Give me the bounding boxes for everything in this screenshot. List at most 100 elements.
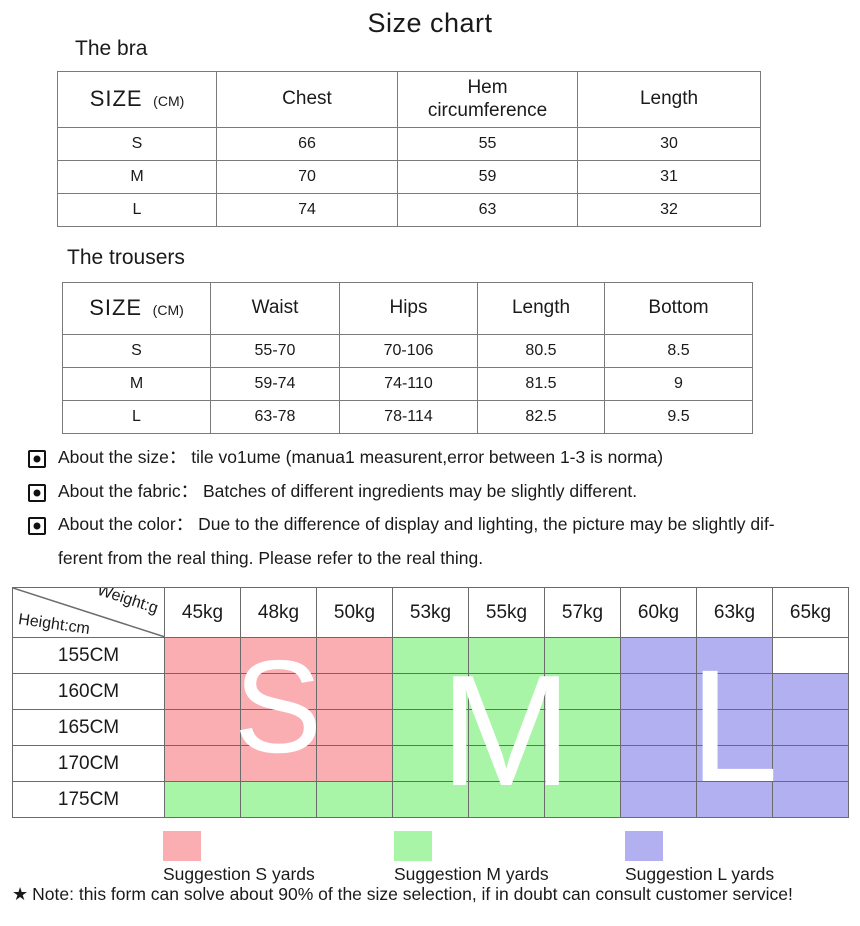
bra-col-hem: Hem circumference (397, 71, 578, 128)
size-label: SIZE (89, 86, 143, 112)
square-dot-bullet-icon (28, 483, 46, 502)
grid-cell (544, 637, 621, 674)
trousers-section-heading: The trousers (67, 246, 185, 269)
grid-cell (772, 673, 849, 710)
note-label: About the fabric： (58, 480, 199, 501)
grid-cell (240, 637, 317, 674)
cell: 78-114 (339, 400, 478, 434)
trousers-size-header: SIZE (CM) (62, 282, 211, 335)
suggestion-grid-table: Weight:g Height:cm 45kg 48kg 50kg 53kg 5… (12, 587, 849, 818)
trousers-col-bottom: Bottom (604, 282, 753, 335)
grid-cell (164, 745, 241, 782)
grid-cell (164, 673, 241, 710)
legend-label: Suggestion L yards (625, 864, 775, 884)
weight-header: 65kg (772, 587, 849, 638)
weight-header: 50kg (316, 587, 393, 638)
cell: 55 (397, 127, 578, 161)
cell: 66 (216, 127, 398, 161)
grid-cell (468, 745, 545, 782)
grid-cell (772, 637, 849, 674)
grid-cell (696, 745, 773, 782)
table-row: S 66 55 30 (57, 127, 761, 161)
grid-row-165: 165CM (12, 709, 849, 746)
grid-cell (620, 781, 697, 818)
cell: 9 (604, 367, 753, 401)
trousers-size-table: SIZE (CM) Waist Hips Length Bottom S 55-… (62, 282, 753, 434)
cell: 59 (397, 160, 578, 194)
legend-label: Suggestion M yards (394, 864, 549, 884)
grid-cell (392, 745, 469, 782)
grid-cell (316, 745, 393, 782)
trousers-size-m: M (62, 367, 211, 401)
grid-cell (316, 709, 393, 746)
weight-header: 48kg (240, 587, 317, 638)
grid-cell (392, 637, 469, 674)
size-unit: (CM) (152, 302, 184, 319)
grid-cell (772, 745, 849, 782)
bra-size-table: SIZE (CM) Chest Hem circumference Length… (57, 71, 761, 227)
grid-cell (240, 745, 317, 782)
grid-cell (544, 673, 621, 710)
grid-cell (468, 781, 545, 818)
grid-cell (696, 781, 773, 818)
weight-header: 57kg (544, 587, 621, 638)
grid-cell (468, 637, 545, 674)
weight-header: 60kg (620, 587, 697, 638)
grid-cell (772, 709, 849, 746)
cell: 63 (397, 193, 578, 227)
grid-cell (164, 781, 241, 818)
legend-swatch-m (394, 831, 432, 861)
trousers-size-s: S (62, 334, 211, 368)
cell: 9.5 (604, 400, 753, 434)
legend-label: Suggestion S yards (163, 864, 315, 884)
legend-item-m: Suggestion M yards (394, 831, 549, 885)
bra-col-chest: Chest (216, 71, 398, 128)
note-about-size: About the size： tile vo1ume (manua1 meas… (28, 441, 848, 475)
square-dot-bullet-icon (28, 450, 46, 468)
grid-cell (696, 709, 773, 746)
grid-cell (620, 709, 697, 746)
bra-size-s: S (57, 127, 217, 161)
cell: 59-74 (210, 367, 340, 401)
grid-cell (392, 673, 469, 710)
trousers-size-l: L (62, 400, 211, 434)
grid-cell (392, 781, 469, 818)
grid-cell (772, 781, 849, 818)
grid-cell (468, 709, 545, 746)
cell: 74-110 (339, 367, 478, 401)
grid-cell (544, 781, 621, 818)
footnote: ★ Note: this form can solve about 90% of … (12, 884, 793, 905)
grid-cell (620, 745, 697, 782)
weight-header: 45kg (164, 587, 241, 638)
cell: 30 (577, 127, 761, 161)
note-body-line2: ferent from the real thing. Please refer… (58, 547, 484, 568)
table-row: S 55-70 70-106 80.5 8.5 (62, 334, 753, 368)
table-row: L 63-78 78-114 82.5 9.5 (62, 400, 753, 434)
grid-row-160: 160CM (12, 673, 849, 710)
weight-header: 63kg (696, 587, 773, 638)
table-row: L 74 63 32 (57, 193, 761, 227)
grid-cell (696, 637, 773, 674)
height-header: 170CM (12, 745, 165, 782)
note-body: tile vo1ume (manua1 measurent,error betw… (191, 447, 664, 467)
grid-cell (316, 673, 393, 710)
grid-cell (544, 709, 621, 746)
height-header: 165CM (12, 709, 165, 746)
grid-cell (696, 673, 773, 710)
cell: 70 (216, 160, 398, 194)
height-header: 160CM (12, 673, 165, 710)
legend-swatch-l (625, 831, 663, 861)
height-header: 155CM (12, 637, 165, 674)
cell: 63-78 (210, 400, 340, 434)
bra-size-m: M (57, 160, 217, 194)
grid-cell (164, 637, 241, 674)
diagonal-divider (13, 588, 164, 637)
note-body: Batches of different ingredients may be … (202, 480, 638, 501)
bra-section-heading: The bra (75, 37, 148, 60)
note-label: About the size： (58, 447, 187, 467)
weight-header: 55kg (468, 587, 545, 638)
grid-cell (316, 637, 393, 674)
trousers-header-row: SIZE (CM) Waist Hips Length Bottom (62, 282, 753, 335)
cell: 70-106 (339, 334, 478, 368)
cell: 55-70 (210, 334, 340, 368)
